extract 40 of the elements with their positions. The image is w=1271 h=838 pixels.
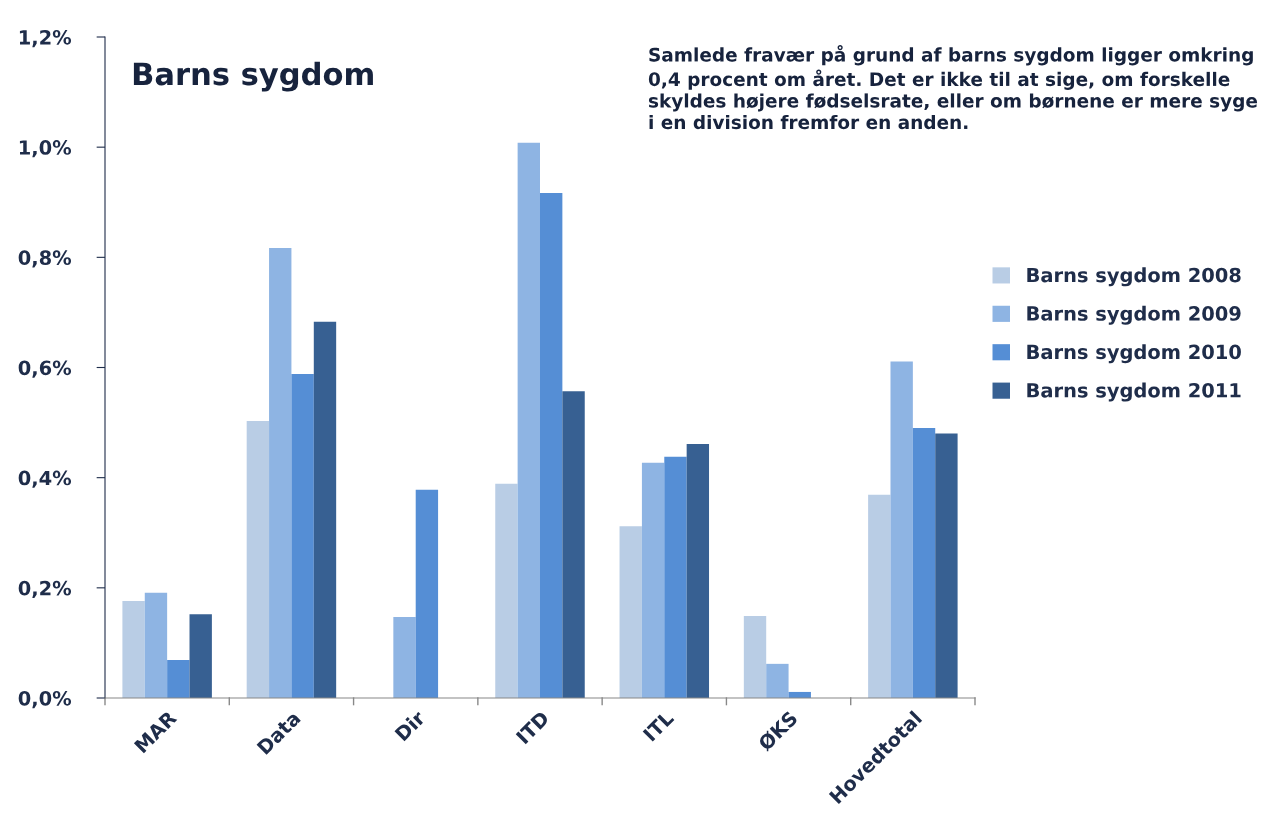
y-tick-label: 1,0% (19, 140, 72, 158)
bar (935, 433, 958, 698)
legend-label: Barns sygdom 2008 (1027, 267, 1241, 287)
bar (619, 526, 642, 698)
bar (415, 489, 439, 698)
y-tick-label: 0,8% (18, 250, 72, 268)
bar (246, 420, 270, 698)
bar (562, 391, 585, 698)
x-tick-label: Dir (394, 709, 427, 742)
legend-label: Barns sygdom 2010 (1027, 344, 1241, 364)
bar (686, 444, 710, 698)
bar (890, 361, 913, 698)
y-tick-label: 1,2% (19, 29, 72, 48)
x-tick-label: ITD (515, 710, 550, 745)
bar (189, 614, 212, 698)
y-tick-label: 0,4% (18, 470, 72, 488)
bar (291, 374, 314, 698)
bar (122, 601, 145, 698)
bar (868, 494, 891, 698)
y-tick-label: 0,0% (18, 690, 72, 709)
y-tick-label: 0,2% (18, 580, 72, 598)
bar (517, 142, 540, 698)
annotation: Samlede fravær på grund af barns sygdom ligger omkring 0,4 procent om året. Det er ikke til at sige, om forskelle skyldes højere fødselsrate, eller om børnene er mere syge i en division fremfor en anden. (648, 45, 1258, 130)
bar (495, 483, 518, 698)
y-tick-label: 0,6% (18, 360, 72, 378)
bar (167, 659, 190, 698)
bar (144, 592, 168, 698)
legend-label: Barns sygdom 2009 (1027, 305, 1241, 325)
bar (641, 462, 665, 698)
bar (269, 247, 292, 698)
bar (393, 617, 416, 698)
bar (743, 615, 767, 698)
bar (766, 663, 789, 698)
bar (664, 456, 687, 698)
bar (313, 321, 337, 698)
x-tick-label: ITL (642, 709, 675, 742)
bar (912, 428, 936, 698)
legend-label: Barns sygdom 2011 (1027, 382, 1241, 402)
bar (540, 192, 563, 698)
text: Barns sygdom (133, 61, 373, 92)
